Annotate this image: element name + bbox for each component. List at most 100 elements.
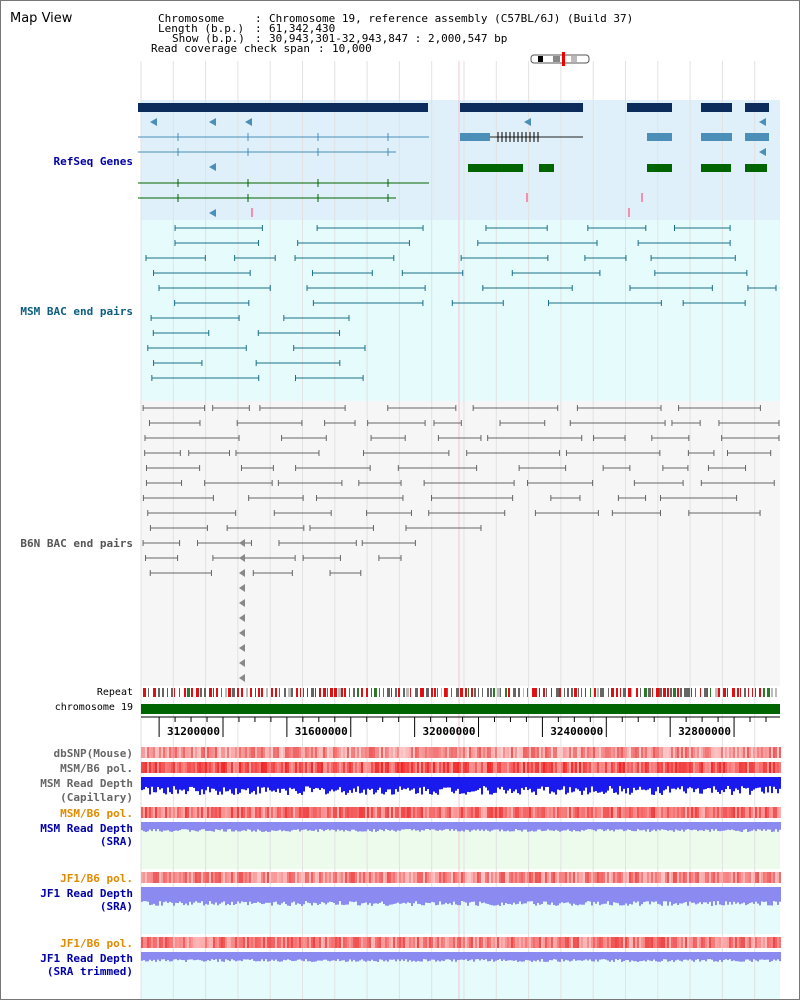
track-label-msm-depth-capillary[interactable]: MSM Read Depth: [40, 777, 133, 790]
msm-sra-depth-bar: [345, 822, 347, 830]
msm-pol-2-heat-cell: [281, 807, 283, 818]
dbsnp-heat-cell: [359, 747, 361, 758]
gene-arrow[interactable]: [209, 209, 216, 217]
jf1-pol-2-heat-cell: [155, 937, 157, 948]
b6n-bac-end-marker[interactable]: [239, 659, 245, 667]
msm-pol-heat-cell: [521, 762, 523, 773]
gene-arrow[interactable]: [524, 118, 531, 126]
gene-arrow[interactable]: [209, 163, 216, 171]
gene-feature[interactable]: [460, 133, 490, 141]
b6n-bac-end-marker[interactable]: [239, 539, 245, 547]
msm-pol-2-heat-cell: [285, 807, 287, 818]
jf1-pol-heat-cell: [705, 872, 707, 883]
b6n-bac-end-marker[interactable]: [239, 644, 245, 652]
msm-pol-heat-cell: [587, 762, 589, 773]
dbsnp-heat-cell: [485, 747, 487, 758]
msm-pol-2-heat-cell: [163, 807, 165, 818]
gene-arrow[interactable]: [245, 118, 252, 126]
dbsnp-heat-cell: [439, 747, 441, 758]
gene-feature[interactable]: [647, 164, 672, 172]
jf1-pol-2-heat-cell: [549, 937, 551, 948]
track-label-refseq[interactable]: RefSeq Genes: [53, 155, 133, 168]
dbsnp-heat-cell: [285, 747, 287, 758]
gene-feature[interactable]: [745, 103, 769, 112]
track-label-dbsnp[interactable]: dbSNP(Mouse): [53, 747, 133, 760]
gene-arrow[interactable]: [759, 118, 766, 126]
msm-sra-depth-bar: [465, 822, 467, 830]
b6n-bac-end-marker[interactable]: [239, 674, 245, 682]
msm-pol-2-heat-cell: [177, 807, 179, 818]
msm-capillary-depth-bar: [355, 777, 357, 792]
track-label-b6n-bac[interactable]: B6N BAC end pairs: [20, 537, 133, 550]
jf1-pol-heat-cell: [413, 872, 415, 883]
msm-pol-2-heat-cell: [161, 807, 163, 818]
msm-pol-2-heat-cell: [739, 807, 741, 818]
gene-feature[interactable]: [745, 133, 769, 141]
msm-pol-heat-cell: [187, 762, 189, 773]
dbsnp-heat-cell: [693, 747, 695, 758]
dbsnp-heat-cell: [311, 747, 313, 758]
b6n-bac-end-marker[interactable]: [239, 629, 245, 637]
track-label-jf1-depth-sra[interactable]: JF1 Read Depth: [40, 887, 133, 900]
gene-feature[interactable]: [138, 103, 428, 112]
gene-arrow[interactable]: [150, 118, 157, 126]
b6n-bac-end-marker[interactable]: [239, 599, 245, 607]
chromosome-bar[interactable]: [141, 704, 780, 714]
track-label-msm-depth-sra[interactable]: MSM Read Depth: [40, 822, 133, 835]
gene-feature[interactable]: [701, 164, 731, 172]
gene-feature[interactable]: [647, 133, 672, 141]
jf1-sra-depth-bar: [319, 887, 321, 904]
jf1-pol-heat-cell: [623, 872, 625, 883]
b6n-bac-end-marker[interactable]: [239, 584, 245, 592]
msm-sra-depth-bar: [597, 822, 599, 830]
msm-pol-2-heat-cell: [331, 807, 333, 818]
gene-feature[interactable]: [745, 164, 767, 172]
jf1-pol-2-heat-cell: [205, 937, 207, 948]
msm-capillary-depth-bar: [553, 777, 555, 793]
gene-feature[interactable]: [627, 103, 672, 112]
msm-pol-heat-cell: [229, 762, 231, 773]
gene-feature[interactable]: [468, 164, 523, 172]
gene-feature[interactable]: [539, 164, 554, 172]
repeat-element: [330, 688, 333, 697]
b6n-bac-end-marker[interactable]: [239, 554, 245, 562]
jf1-trimmed-depth-bar: [541, 952, 543, 960]
msm-pol-heat-cell: [463, 762, 465, 773]
gene-arrow[interactable]: [209, 118, 216, 126]
jf1-pol-2-heat-cell: [773, 937, 775, 948]
gene-feature[interactable]: [701, 103, 732, 112]
gene-arrow[interactable]: [759, 148, 766, 156]
dbsnp-heat-cell: [633, 747, 635, 758]
jf1-pol-2-heat-cell: [299, 937, 301, 948]
msm-pol-2-heat-cell: [463, 807, 465, 818]
gene-feature[interactable]: [460, 103, 583, 112]
dbsnp-heat-cell: [341, 747, 343, 758]
msm-pol-2-heat-cell: [453, 807, 455, 818]
jf1-sra-depth-bar: [269, 887, 271, 903]
track-label-msm-pol-2[interactable]: MSM/B6 pol.: [60, 807, 133, 820]
b6n-bac-end-marker[interactable]: [239, 569, 245, 577]
b6n-bac-end-marker[interactable]: [239, 614, 245, 622]
jf1-trimmed-depth-bar: [405, 952, 407, 960]
msm-pol-2-heat-cell: [631, 807, 633, 818]
jf1-trimmed-depth-bar: [297, 952, 299, 960]
jf1-pol-2-heat-cell: [501, 937, 503, 948]
jf1-pol-heat-cell: [455, 872, 457, 883]
msm-sra-depth-bar: [397, 822, 399, 831]
jf1-sra-depth-bar: [513, 887, 515, 903]
track-label-msm-pol-1[interactable]: MSM/B6 pol.: [60, 762, 133, 775]
jf1-trimmed-depth-bar: [443, 952, 445, 961]
gene-feature[interactable]: [701, 133, 732, 141]
track-label-jf1-depth-trimmed[interactable]: JF1 Read Depth: [40, 952, 133, 965]
track-label-jf1-pol-1[interactable]: JF1/B6 pol.: [60, 872, 133, 885]
ideogram-position-marker[interactable]: [562, 52, 565, 66]
track-label-jf1-pol-2[interactable]: JF1/B6 pol.: [60, 937, 133, 950]
dbsnp-heat-cell: [187, 747, 189, 758]
msm-capillary-depth-bar: [361, 777, 363, 793]
axis-tick-label: 31200000: [167, 725, 220, 738]
jf1-pol-2-heat-cell: [287, 937, 289, 948]
track-label-msm-bac[interactable]: MSM BAC end pairs: [20, 305, 133, 318]
jf1-sra-depth-bar: [643, 887, 645, 903]
msm-capillary-depth-bar: [555, 777, 557, 795]
